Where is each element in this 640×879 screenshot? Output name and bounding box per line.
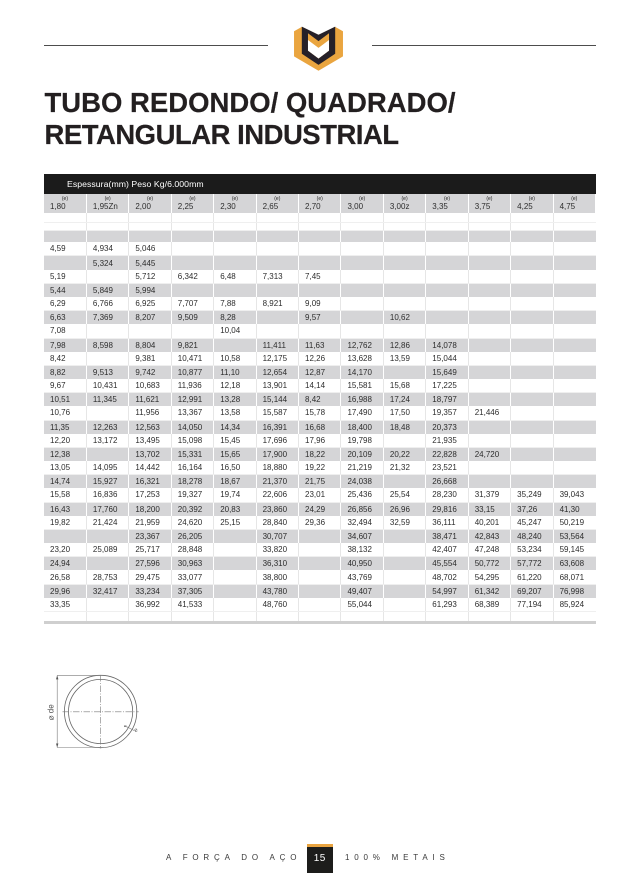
- svg-text:⌀ de: ⌀ de: [47, 704, 56, 720]
- svg-text:e: e: [134, 727, 139, 734]
